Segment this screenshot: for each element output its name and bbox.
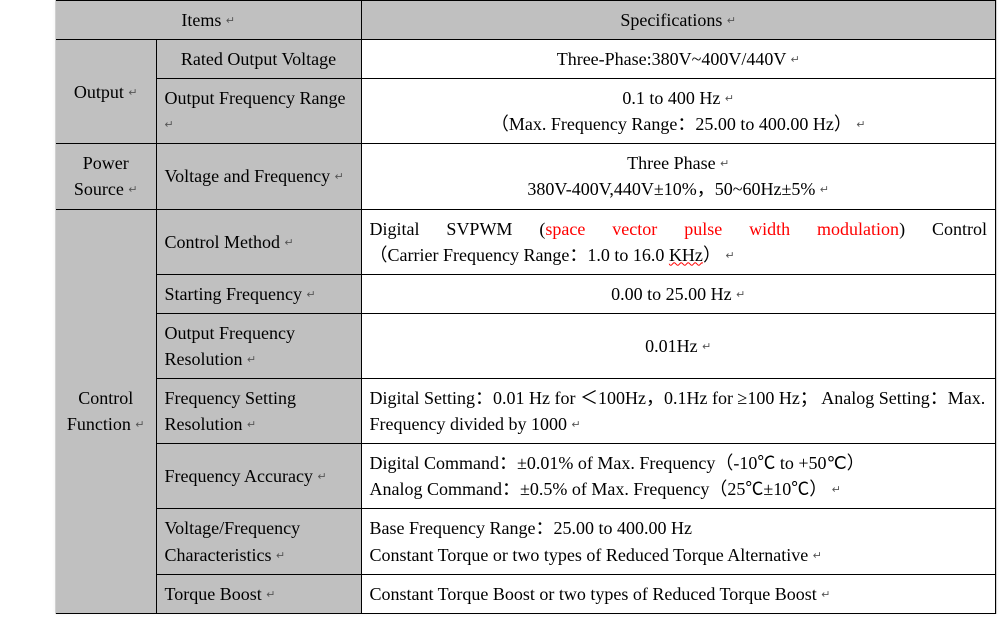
spec-line: Constant Torque or two types of Reduced … — [370, 545, 809, 565]
table-row: Frequency Accuracy ↵ Digital Command：±0.… — [56, 444, 996, 509]
item-freq-setting-resolution: Frequency Setting Resolution ↵ — [156, 379, 361, 444]
item-label: Voltage and Frequency — [165, 166, 331, 186]
spec-voltage-frequency: Three Phase ↵ 380V-400V,440V±10%，50~60Hz… — [361, 144, 996, 209]
spec-line2a: （Carrier Frequency Range：1.0 to 16.0 — [370, 245, 669, 265]
spec-text: 0.01Hz — [645, 336, 698, 356]
item-output-freq-resolution: Output Frequency Resolution ↵ — [156, 313, 361, 378]
item-rated-output-voltage: Rated Output Voltage — [156, 40, 361, 79]
item-label: Frequency Accuracy — [165, 466, 313, 486]
spec-output-freq-resolution: 0.01Hz ↵ — [361, 313, 996, 378]
table-row: Frequency Setting Resolution ↵ Digital S… — [56, 379, 996, 444]
spec-starting-frequency: 0.00 to 25.00 Hz ↵ — [361, 274, 996, 313]
group-power-source: Power Source ↵ — [56, 144, 156, 209]
item-vf-characteristics: Voltage/Frequency Characteristics ↵ — [156, 509, 361, 574]
spec-line: Base Frequency Range：25.00 to 400.00 Hz — [370, 518, 692, 538]
item-label: Rated Output Voltage — [181, 49, 336, 69]
group-label: Power Source — [74, 153, 129, 199]
item-label: Control Method — [165, 232, 281, 252]
spec-rated-output-voltage: Three-Phase:380V~400V/440V ↵ — [361, 40, 996, 79]
spec-line: Digital Command：±0.01% of Max. Frequency… — [370, 453, 865, 473]
item-control-method: Control Method ↵ — [156, 209, 361, 274]
table-row: Power Source ↵ Voltage and Frequency ↵ T… — [56, 144, 996, 209]
header-items-label: Items — [181, 10, 221, 30]
spec-line: 380V-400V,440V±10%，50~60Hz±5% — [527, 179, 815, 199]
spec-output-freq-range: 0.1 to 400 Hz ↵ （Max. Frequency Range：25… — [361, 79, 996, 144]
item-label: Frequency Setting Resolution — [165, 388, 296, 434]
group-label: Control Function — [67, 388, 133, 434]
spec-text: Constant Torque Boost or two types of Re… — [370, 584, 817, 604]
item-starting-frequency: Starting Frequency ↵ — [156, 274, 361, 313]
spec-prefix: Digital SVPWM ( — [370, 219, 546, 239]
spec-vf-characteristics: Base Frequency Range：25.00 to 400.00 Hz … — [361, 509, 996, 574]
spec-text: 0.00 to 25.00 Hz — [611, 284, 732, 304]
spec-text: Three-Phase:380V~400V/440V — [557, 49, 786, 69]
spec-freq-accuracy: Digital Command：±0.01% of Max. Frequency… — [361, 444, 996, 509]
item-label: Torque Boost — [165, 584, 262, 604]
spec-control-method: Digital SVPWM (space vector pulse width … — [361, 209, 996, 274]
group-control-function: Control Function ↵ — [56, 209, 156, 613]
spec-line: （Max. Frequency Range：25.00 to 400.00 Hz… — [491, 114, 852, 134]
table-row: Output ↵ Rated Output Voltage Three-Phas… — [56, 40, 996, 79]
item-torque-boost: Torque Boost ↵ — [156, 574, 361, 613]
item-output-freq-range: Output Frequency Range ↵ — [156, 79, 361, 144]
spec-line: Analog Command：±0.5% of Max. Frequency（2… — [370, 479, 828, 499]
item-voltage-frequency: Voltage and Frequency ↵ — [156, 144, 361, 209]
table-row: Output Frequency Range ↵ 0.1 to 400 Hz ↵… — [56, 79, 996, 144]
table-row: Output Frequency Resolution ↵ 0.01Hz ↵ — [56, 313, 996, 378]
spec-table: Items ↵ Specifications ↵ Output ↵ Rated … — [56, 0, 996, 614]
group-label: Output — [74, 82, 124, 102]
spec-freq-setting-resolution: Digital Setting：0.01 Hz for ＜100Hz，0.1Hz… — [361, 379, 996, 444]
table-header-row: Items ↵ Specifications ↵ — [56, 1, 996, 40]
item-freq-accuracy: Frequency Accuracy ↵ — [156, 444, 361, 509]
spec-suffix: ) Control — [899, 219, 987, 239]
item-label: Output Frequency Resolution — [165, 323, 295, 369]
spec-text: Digital Setting：0.01 Hz for ＜100Hz，0.1Hz… — [370, 388, 986, 434]
item-label: Output Frequency Range — [165, 88, 346, 108]
table-row: Voltage/Frequency Characteristics ↵ Base… — [56, 509, 996, 574]
spec-red: space vector pulse width modulation — [545, 219, 899, 239]
table-row: Torque Boost ↵ Constant Torque Boost or … — [56, 574, 996, 613]
header-spec: Specifications ↵ — [361, 1, 996, 40]
table-row: Control Function ↵ Control Method ↵ Digi… — [56, 209, 996, 274]
spec-line2b: ） — [703, 245, 721, 265]
table-row: Starting Frequency ↵ 0.00 to 25.00 Hz ↵ — [56, 274, 996, 313]
spec-line: 0.1 to 400 Hz — [622, 88, 720, 108]
spec-khz: KHz — [669, 245, 703, 265]
group-output: Output ↵ — [56, 40, 156, 144]
spec-line: Three Phase — [627, 153, 715, 173]
header-items: Items ↵ — [56, 1, 361, 40]
spec-torque-boost: Constant Torque Boost or two types of Re… — [361, 574, 996, 613]
item-label: Starting Frequency — [165, 284, 302, 304]
header-spec-label: Specifications — [620, 10, 722, 30]
